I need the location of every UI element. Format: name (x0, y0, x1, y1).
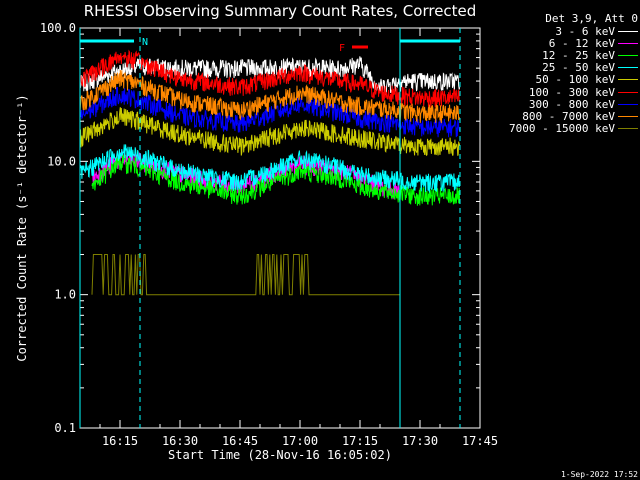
legend-title: Det 3,9, Att 0 (545, 12, 638, 25)
x-tick-label: 17:30 (402, 434, 438, 448)
legend-swatch (618, 115, 638, 117)
legend-swatch (618, 103, 638, 105)
legend-item: 6 - 12 keV (484, 36, 638, 50)
y-tick-label: 0.1 (54, 421, 76, 435)
x-tick-label: 16:30 (162, 434, 198, 448)
x-tick-label: 16:45 (222, 434, 258, 448)
legend-item: 25 - 50 keV (484, 61, 638, 75)
legend-item-label: 7000 - 15000 keV (509, 122, 615, 136)
legend-item-label: 25 - 50 keV (542, 61, 615, 75)
legend-item: 300 - 800 keV (484, 97, 638, 111)
y-tick-label: 1.0 (54, 288, 76, 302)
x-tick-label: 17:45 (462, 434, 498, 448)
footer-timestamp: 1-Sep-2022 17:52 (560, 470, 638, 479)
chart-title: RHESSI Observing Summary Count Rates, Co… (83, 2, 477, 20)
series-line-100-300-kev (79, 49, 461, 109)
legend-item: 12 - 25 keV (484, 48, 638, 62)
legend-item: 3 - 6 keV (484, 24, 638, 38)
night-label: N (142, 37, 148, 48)
series-line-12-25-kev (91, 154, 461, 206)
series-line-3-6-kev (79, 56, 461, 96)
series-line-300-800-kev (79, 86, 461, 138)
legend-item-label: 800 - 7000 keV (522, 109, 615, 123)
legend-item-label: 50 - 100 keV (535, 73, 615, 87)
legend-item: 100 - 300 keV (484, 85, 638, 99)
flare-label: F (339, 43, 345, 54)
legend-item-label: 12 - 25 keV (542, 48, 615, 62)
legend: Det 3,9, Att 0 3 - 6 keV 6 - 12 keV 12 - 2… (484, 12, 638, 135)
series-line-800-7000-kev (79, 70, 461, 124)
x-tick-label: 16:15 (102, 434, 138, 448)
legend-swatch (618, 67, 638, 69)
legend-item-label: 300 - 800 keV (528, 97, 615, 111)
legend-item-label: 3 - 6 keV (555, 24, 615, 38)
legend-item: 7000 - 15000 keV (484, 122, 638, 136)
y-tick-label: 10.0 (47, 154, 76, 168)
x-tick-label: 17:15 (342, 434, 378, 448)
legend-swatch (618, 79, 638, 81)
legend-item-label: 6 - 12 keV (548, 36, 615, 50)
x-axis-label: Start Time (28-Nov-16 16:05:02) (168, 448, 392, 462)
y-tick-label: 100.0 (40, 21, 76, 35)
y-axis-label: Corrected Count Rate (s⁻¹ detector⁻¹) (15, 94, 29, 361)
series-layer (79, 49, 461, 296)
axes-layer: 100.0 10.0 1.0 0.1 16:15 16:30 16:45 17:00 17:15… (15, 21, 498, 462)
x-tick-label: 17:00 (282, 434, 318, 448)
series-line-7000-15000-kev (91, 254, 400, 296)
legend-item-label: 100 - 300 keV (528, 85, 615, 99)
annotations-layer: NF (79, 28, 461, 428)
series-line-50-100-kev (79, 107, 461, 157)
legend-item: 800 - 7000 keV (484, 109, 638, 123)
legend-swatch (618, 91, 638, 93)
legend-swatch (618, 42, 638, 44)
legend-item: 50 - 100 keV (484, 73, 638, 87)
legend-swatch (618, 128, 638, 130)
series-line-25-50-kev (79, 144, 461, 194)
legend-swatch (618, 30, 638, 32)
legend-swatch (618, 54, 638, 56)
